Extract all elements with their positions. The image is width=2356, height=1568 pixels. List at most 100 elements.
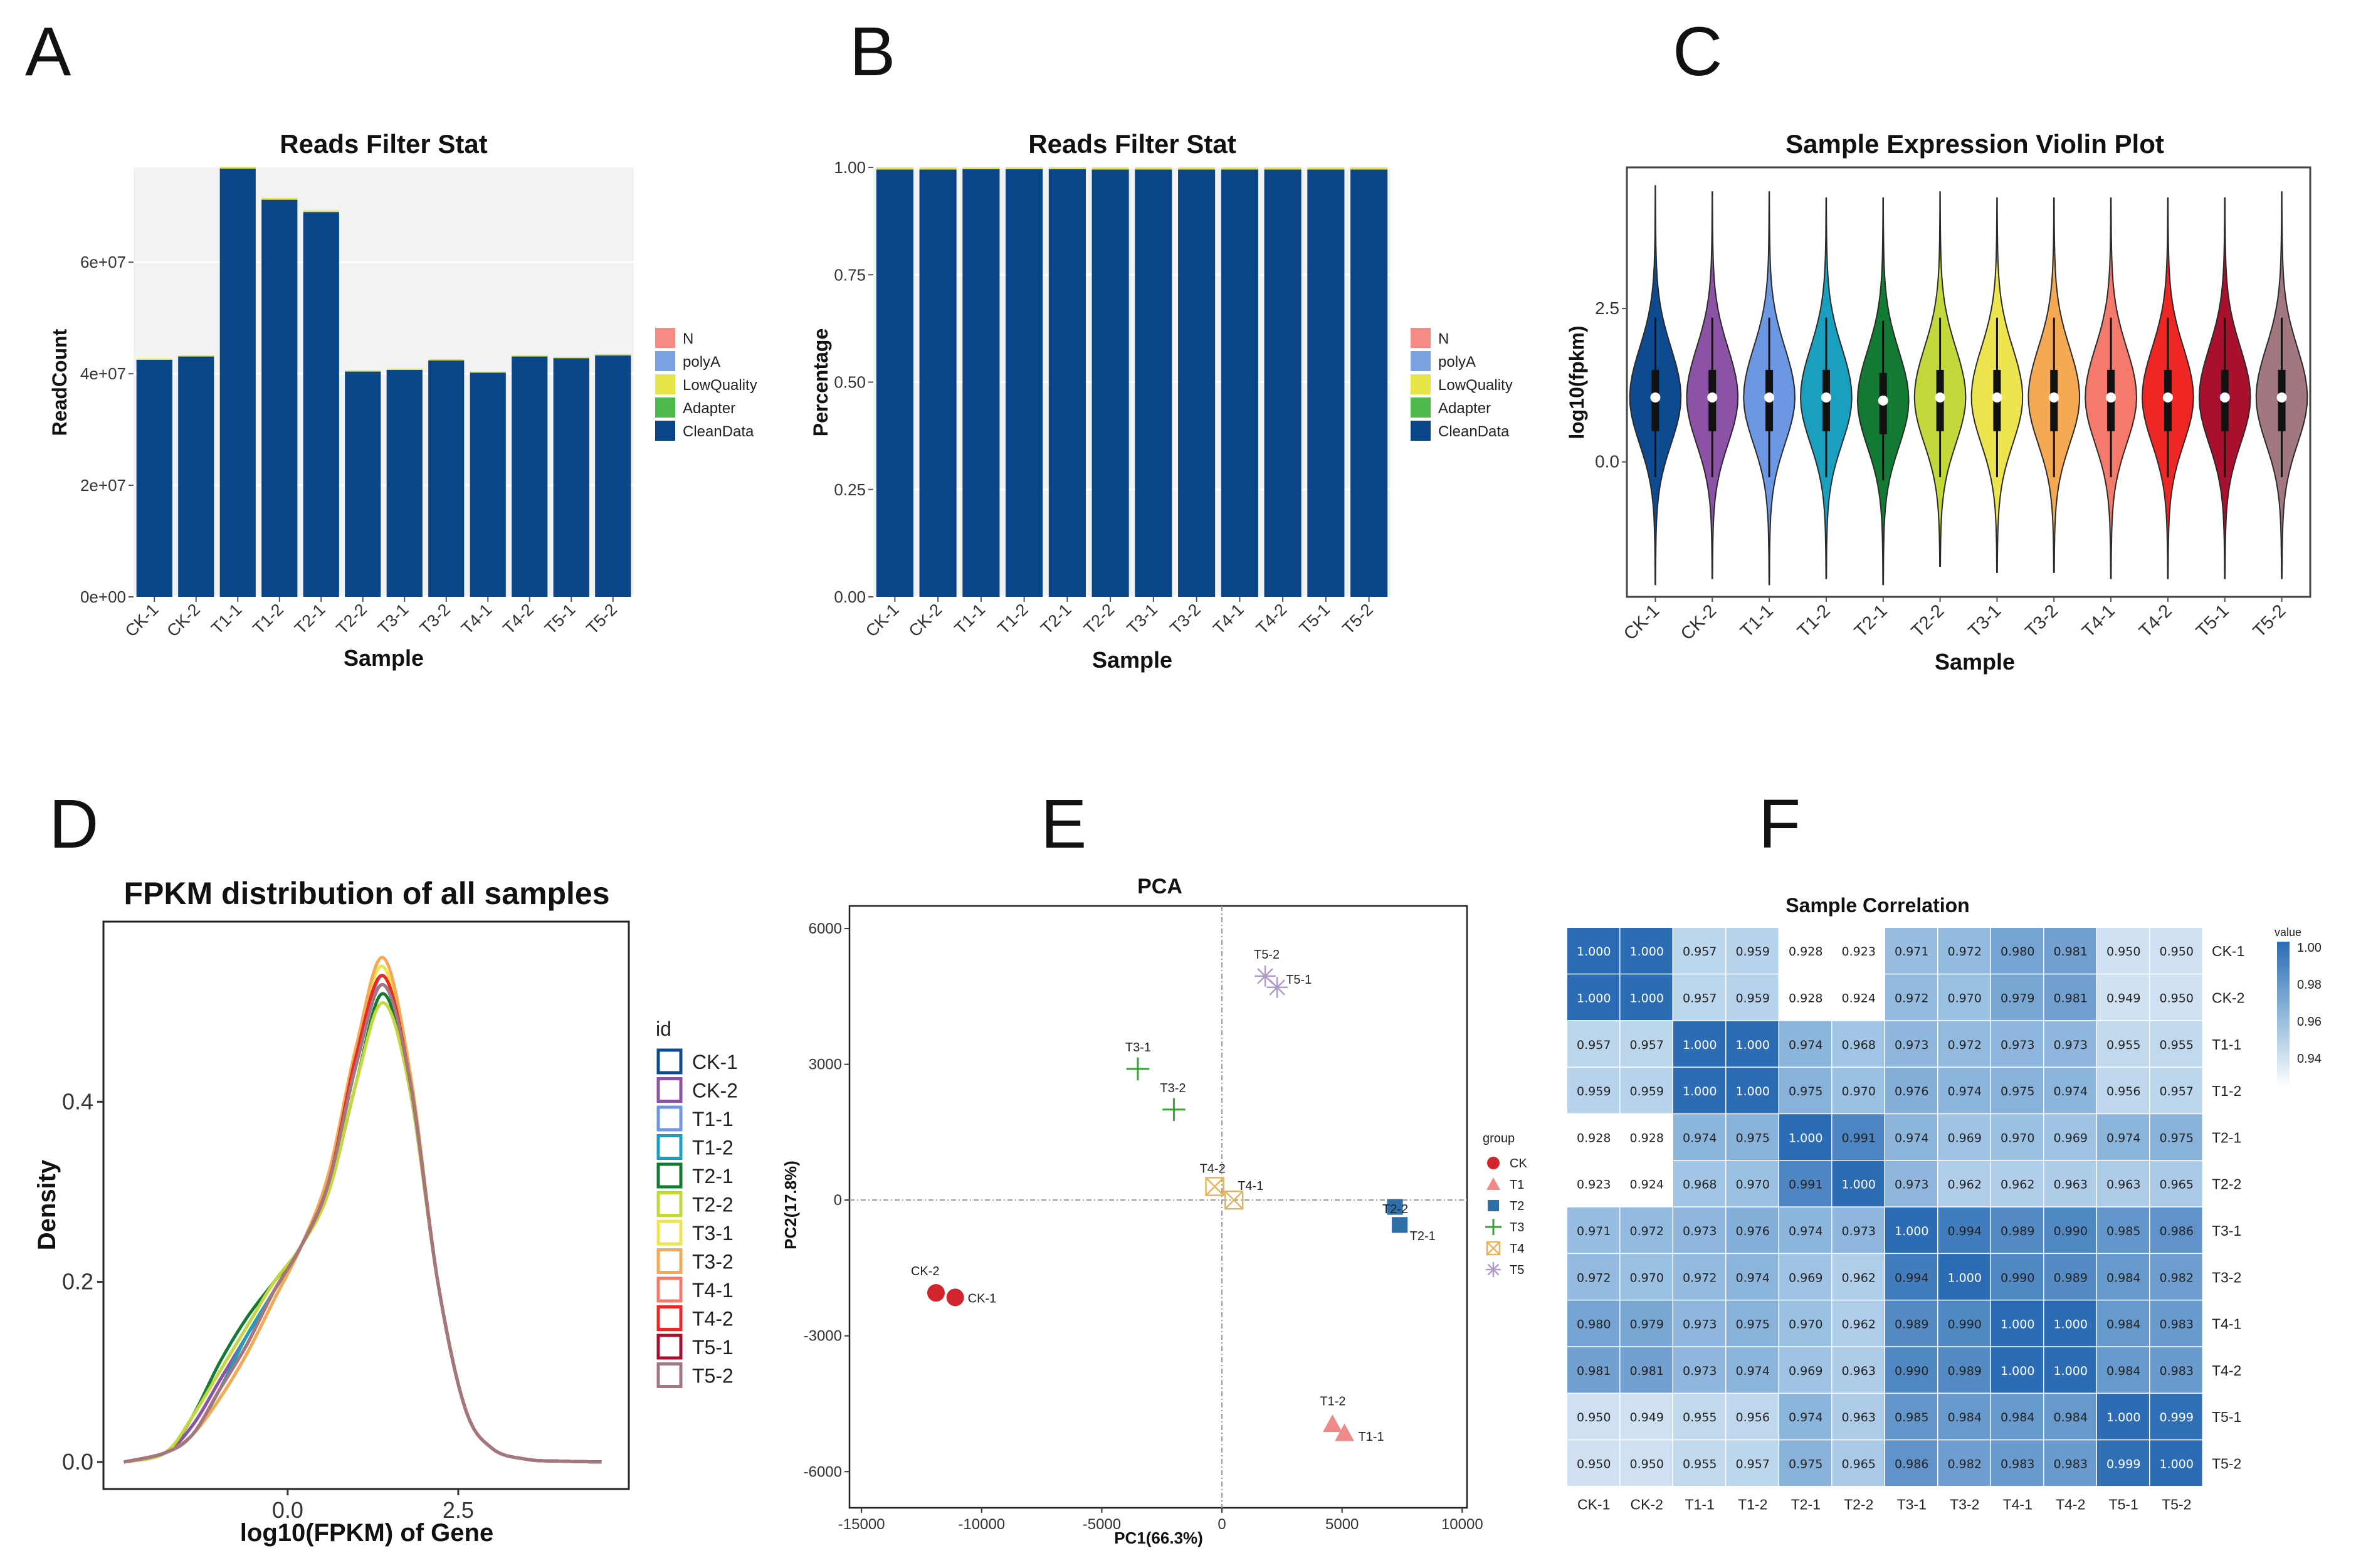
marker-square	[1392, 1217, 1408, 1233]
heatmap-cell	[1885, 974, 1937, 1021]
heatmap-cell	[2044, 1440, 2096, 1486]
heatmap-cell-value: 0.970	[1630, 1271, 1664, 1285]
point-label: CK-2	[911, 1265, 940, 1278]
heatmap-cell	[2097, 1300, 2149, 1347]
point-label: T4-2	[1200, 1162, 1226, 1176]
heatmap-cell	[1938, 1067, 1991, 1113]
heatmap-cell	[1620, 1394, 1673, 1439]
heatmap-cell-value: 0.974	[1789, 1224, 1822, 1238]
bar-segment	[1350, 169, 1388, 597]
heatmap-cell-value: 0.972	[1948, 1038, 1982, 1052]
heatmap-cell-value: 0.973	[2054, 1038, 2088, 1052]
heatmap-cell-value: 0.973	[1683, 1224, 1717, 1238]
panel-e-yticks: -6000 -3000 0 3000 6000	[804, 920, 849, 1480]
heatmap-cell	[2097, 1114, 2149, 1160]
marker-asterisk	[1486, 1262, 1501, 1277]
xtick-label: -15000	[838, 1516, 885, 1533]
panel-c-xlabel: Sample	[1935, 649, 2015, 675]
panel-d-xticks: 0.0 2.5	[272, 1489, 474, 1523]
violin-median	[1707, 392, 1718, 403]
heatmap-cell-value: 0.971	[1577, 1224, 1611, 1238]
legend-label: T5	[1510, 1263, 1524, 1277]
legend-label: T4	[1510, 1242, 1524, 1256]
point-label: T1-2	[1320, 1394, 1345, 1408]
bar-segment	[1264, 169, 1302, 597]
bar-segment	[876, 169, 913, 597]
panel-label-b: B	[849, 13, 895, 90]
col-label: T2-2	[1844, 1497, 1873, 1513]
bar-segment	[919, 169, 957, 597]
heatmap-cell	[2097, 1347, 2149, 1393]
legend-label: polyA	[683, 354, 720, 371]
heatmap-cell	[1620, 1207, 1673, 1253]
legend-label: LowQuality	[683, 377, 757, 394]
bar-segment	[595, 355, 631, 597]
legend-label: CleanData	[1438, 423, 1510, 440]
heatmap-cell	[1779, 974, 1831, 1021]
heatmap-cell-value: 1.000	[2001, 1318, 2034, 1332]
bar-segment	[553, 358, 589, 597]
ytick-label: 0.0	[1595, 452, 1619, 471]
heatmap-cell-value: 0.991	[1842, 1131, 1876, 1145]
heatmap-cell	[1567, 1021, 1619, 1067]
legend-label: CleanData	[683, 423, 754, 440]
heatmap-cell	[1567, 974, 1619, 1021]
panel-e: PCA CK-1CK-2T1-1T1-2T2-1T2-2T3-1T3-2T4-1…	[781, 875, 1527, 1547]
bar-segment	[386, 369, 423, 597]
heatmap-cell-value: 0.994	[1895, 1271, 1928, 1285]
bar-segment	[1048, 167, 1086, 169]
marker-square	[1488, 1200, 1499, 1211]
heatmap-cell	[1991, 1114, 2043, 1160]
heatmap-cell	[2150, 1347, 2202, 1393]
bar-segment	[512, 355, 548, 357]
row-label: T5-1	[2212, 1409, 2241, 1425]
violin-median	[2219, 392, 2230, 403]
heatmap-cell	[1673, 1300, 1725, 1347]
ytick-label: 6000	[809, 920, 842, 937]
heatmap-cell-value: 1.000	[1630, 991, 1664, 1005]
xtick-label: 10000	[1441, 1516, 1483, 1533]
heatmap-cell	[2097, 1067, 2149, 1113]
marker-asterisk	[1266, 977, 1288, 998]
heatmap-cell-value: 0.975	[2160, 1131, 2194, 1145]
bar-segment	[303, 210, 339, 213]
heatmap-cell-value: 1.000	[1948, 1271, 1982, 1285]
heatmap-cell	[1832, 1254, 1885, 1300]
panel-e-title: PCA	[1137, 875, 1182, 898]
marker-circle	[1487, 1157, 1500, 1169]
heatmap-cell	[2097, 1254, 2149, 1300]
heatmap-cell-value: 0.982	[2160, 1271, 2194, 1285]
panel-e-legend: CK T1 T2 T3 T4 T5	[1485, 1157, 1527, 1277]
panel-label-f: F	[1759, 786, 1801, 863]
colorbar-tick-label: 0.98	[2297, 978, 2322, 992]
point-label: T5-2	[1254, 948, 1280, 962]
panel-c-frame	[1626, 166, 2311, 598]
heatmap-cell-value: 0.970	[1948, 991, 1982, 1005]
heatmap-cell-value: 0.955	[2160, 1038, 2194, 1052]
heatmap-cell-value: 1.000	[2160, 1457, 2194, 1471]
legend-key	[656, 1077, 683, 1103]
bar-segment	[1091, 167, 1129, 170]
heatmap-cell	[1726, 1440, 1779, 1486]
heatmap-cell-value: 0.950	[1630, 1457, 1664, 1471]
heatmap-cell	[1991, 1067, 2043, 1113]
panel-e-xticks: -15000 -10000 -5000 0 5000 10000	[838, 1508, 1483, 1533]
marker-plus	[1162, 1098, 1186, 1122]
panel-label-d: D	[49, 786, 98, 863]
bar-segment	[303, 212, 339, 597]
heatmap-cell-value: 0.957	[2160, 1085, 2194, 1098]
heatmap-cell-value: 0.955	[1683, 1411, 1717, 1424]
panel-e-grid	[849, 906, 1467, 1508]
panel-label-e: E	[1041, 786, 1086, 863]
heatmap-cell	[1779, 1021, 1831, 1067]
legend-key	[656, 1048, 683, 1075]
heatmap-cell	[1832, 1300, 1885, 1347]
violin-median	[1821, 392, 1831, 403]
heatmap-cell-value: 0.980	[1577, 1318, 1611, 1332]
ytick-label: -3000	[804, 1328, 842, 1345]
violin-median	[2049, 392, 2059, 403]
xtick-label: -5000	[1083, 1516, 1121, 1533]
heatmap-cell-value: 0.989	[2054, 1271, 2088, 1285]
heatmap-cell	[1673, 1394, 1725, 1439]
